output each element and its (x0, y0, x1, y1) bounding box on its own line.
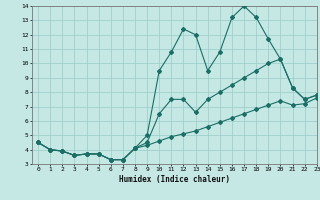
X-axis label: Humidex (Indice chaleur): Humidex (Indice chaleur) (119, 175, 230, 184)
